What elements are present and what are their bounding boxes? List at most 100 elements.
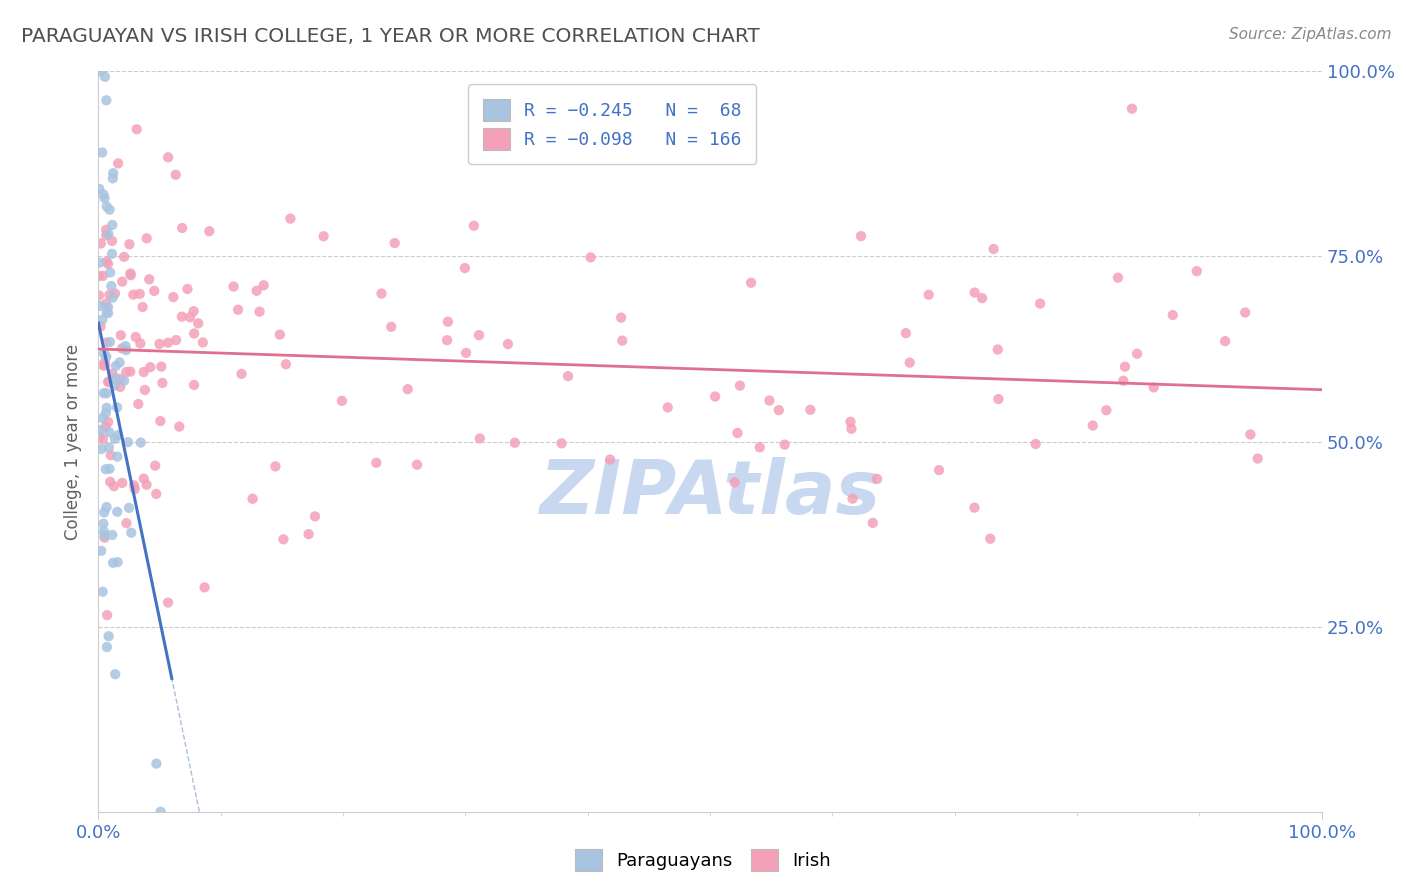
Point [370, 286, 392, 301]
Y-axis label: College, 1 year or more: College, 1 year or more [65, 343, 83, 540]
Point [246, 284, 269, 298]
Point [138, 272, 160, 286]
Point [89, 255, 111, 269]
Point [1234, 305, 1257, 319]
Point [93, 386, 115, 401]
Point [96, 200, 118, 214]
Point [396, 382, 419, 396]
Point [557, 369, 579, 384]
Point [96, 93, 118, 107]
Point [1185, 264, 1208, 278]
Point [898, 356, 921, 370]
Point [963, 500, 986, 515]
Point [101, 528, 124, 542]
Point [894, 326, 917, 341]
Point [98, 288, 121, 302]
Point [758, 393, 780, 408]
Point [979, 532, 1001, 546]
Point [110, 328, 132, 343]
Point [103, 166, 125, 180]
Point [98, 475, 121, 489]
Point [773, 437, 796, 451]
Point [149, 805, 172, 819]
Point [145, 487, 167, 501]
Point [91, 432, 114, 446]
Point [93, 355, 115, 369]
Point [148, 336, 170, 351]
Point [118, 237, 141, 252]
Point [96, 401, 118, 415]
Point [983, 242, 1005, 256]
Point [120, 267, 142, 281]
Legend: R = −0.245   N =  68, R = −0.098   N = 166: R = −0.245 N = 68, R = −0.098 N = 166 [468, 84, 756, 164]
Point [273, 533, 295, 547]
Point [740, 276, 762, 290]
Point [89, 64, 111, 78]
Point [579, 251, 602, 265]
Point [94, 296, 117, 310]
Point [93, 531, 115, 545]
Text: ZIPAtlas: ZIPAtlas [540, 457, 880, 530]
Point [406, 458, 429, 472]
Point [139, 360, 162, 375]
Point [111, 342, 134, 356]
Point [96, 254, 118, 268]
Point [183, 378, 205, 392]
Point [503, 435, 526, 450]
Point [115, 516, 138, 531]
Point [96, 350, 118, 364]
Point [96, 335, 118, 350]
Point [101, 556, 124, 570]
Point [105, 401, 128, 415]
Point [1126, 347, 1149, 361]
Point [157, 335, 180, 350]
Point [280, 211, 302, 226]
Point [176, 282, 198, 296]
Point [242, 491, 264, 506]
Point [1112, 374, 1135, 388]
Point [101, 234, 124, 248]
Point [98, 462, 121, 476]
Point [918, 287, 941, 301]
Text: PARAGUAYAN VS IRISH COLLEGE, 1 YEAR OR MORE CORRELATION CHART: PARAGUAYAN VS IRISH COLLEGE, 1 YEAR OR M… [21, 27, 759, 45]
Point [550, 436, 572, 450]
Point [132, 472, 155, 486]
Point [112, 374, 135, 388]
Point [101, 291, 124, 305]
Point [987, 392, 1010, 406]
Point [849, 229, 872, 244]
Point [1121, 102, 1143, 116]
Point [105, 450, 128, 464]
Point [104, 359, 127, 373]
Point [468, 328, 491, 343]
Point [135, 231, 157, 245]
Point [657, 401, 679, 415]
Point [115, 343, 138, 357]
Point [231, 367, 253, 381]
Point [1161, 308, 1184, 322]
Point [98, 425, 121, 439]
Point [105, 505, 128, 519]
Point [93, 191, 115, 205]
Point [463, 219, 485, 233]
Point [970, 291, 993, 305]
Point [93, 528, 115, 542]
Point [120, 268, 142, 283]
Point [108, 355, 131, 369]
Point [91, 268, 114, 283]
Point [97, 375, 120, 389]
Point [101, 367, 124, 381]
Point [89, 182, 111, 196]
Point [723, 475, 745, 490]
Point [1239, 427, 1261, 442]
Point [640, 153, 662, 167]
Point [91, 411, 114, 425]
Point [118, 500, 141, 515]
Point [93, 516, 115, 531]
Point [866, 472, 889, 486]
Point [162, 290, 184, 304]
Point [183, 304, 205, 318]
Point [1143, 380, 1166, 394]
Point [97, 257, 120, 271]
Point [1025, 437, 1047, 451]
